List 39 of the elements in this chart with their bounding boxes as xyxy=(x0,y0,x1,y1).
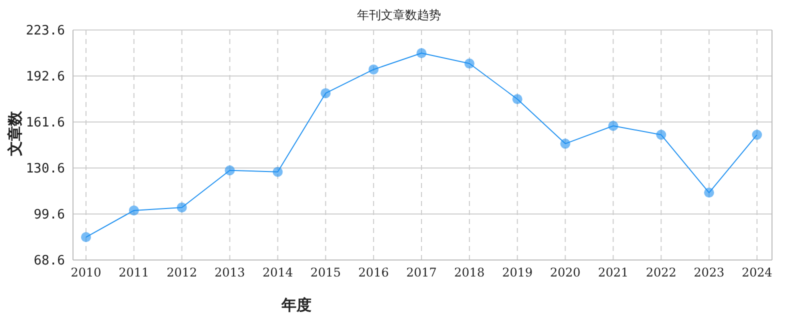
point xyxy=(176,202,187,212)
y-axis-title: 文章数 xyxy=(6,110,24,157)
x-tick-label: 2021 xyxy=(598,266,628,280)
point xyxy=(512,94,522,104)
x-tick-label: 2019 xyxy=(502,266,533,280)
point xyxy=(752,130,762,140)
x-axis-title: 年度 xyxy=(280,296,312,314)
x-tick-label: 2013 xyxy=(214,266,246,280)
point xyxy=(272,166,283,177)
x-tick-label: 2012 xyxy=(166,266,198,280)
x-tick-label: 2022 xyxy=(646,266,676,280)
point xyxy=(368,64,379,74)
chart-title: 年刊文章数趋势 xyxy=(357,8,441,22)
y-tick-label: 130.6 xyxy=(26,162,65,177)
x-tick-label: 2014 xyxy=(262,266,294,280)
point xyxy=(320,88,331,98)
point xyxy=(608,120,618,131)
y-tick-label: 192.6 xyxy=(26,70,65,85)
y-tick-label: 99.6 xyxy=(34,208,65,223)
x-tick-label: 2018 xyxy=(454,266,485,280)
point xyxy=(128,205,139,216)
y-tick-label: 68.6 xyxy=(34,254,65,269)
x-tick-label: 2020 xyxy=(550,266,581,280)
x-tick-label: 2017 xyxy=(406,266,437,280)
point xyxy=(656,130,666,140)
point xyxy=(704,188,714,198)
point xyxy=(464,58,474,69)
x-tick-label: 2016 xyxy=(358,266,389,280)
x-tick-label: 2011 xyxy=(118,266,150,280)
point xyxy=(81,232,91,242)
x-tick-label: 2023 xyxy=(694,266,724,280)
x-tick-label: 2015 xyxy=(310,266,341,280)
x-tick-label: 2010 xyxy=(70,266,102,280)
y-tick-label: 161.6 xyxy=(26,116,65,131)
x-tick-label: 2024 xyxy=(742,266,773,280)
point xyxy=(416,48,426,58)
point xyxy=(560,138,570,149)
y-tick-label: 223.6 xyxy=(26,24,65,39)
point xyxy=(224,165,235,176)
